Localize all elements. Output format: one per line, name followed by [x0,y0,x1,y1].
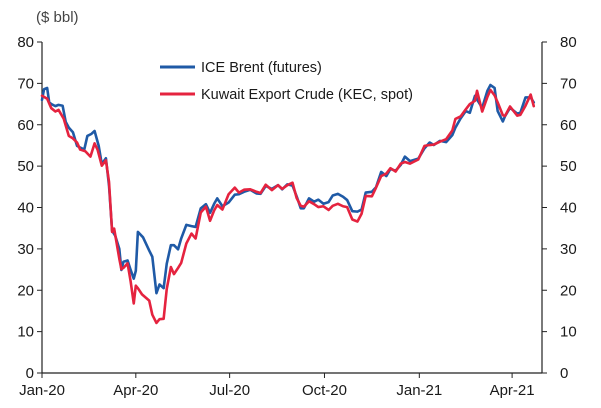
left-y-tick-label: 20 [17,282,34,299]
right-y-tick-label: 10 [560,324,577,341]
right-y-tick-label: 30 [560,241,577,258]
left-y-tick-label: 0 [26,365,34,382]
x-axis: Jan-20 Apr-20 Jul-20 Oct-20 Jan-21 Apr-21 [19,372,542,399]
legend-label: Kuwait Export Crude (KEC, spot) [201,87,413,103]
left-y-tick-label: 30 [17,241,34,258]
left-y-tick-label: 10 [17,324,34,341]
y-axis-unit-label: ($ bbl) [36,9,79,26]
chart-legend: ICE Brent (futures) Kuwait Export Crude (… [160,60,413,103]
right-y-axis: 0 10 20 30 40 50 60 70 80 [541,34,577,382]
x-tick-label: Apr-20 [113,382,158,399]
legend-label: ICE Brent (futures) [201,60,322,76]
right-y-tick-label: 80 [560,34,577,51]
right-y-tick-label: 70 [560,75,577,92]
right-y-tick-label: 0 [560,365,568,382]
left-y-tick-label: 50 [17,158,34,175]
left-y-axis: 0 10 20 30 40 50 60 70 80 [17,34,43,382]
left-y-tick-label: 70 [17,75,34,92]
left-y-tick-label: 60 [17,117,34,134]
x-tick-label: Oct-20 [302,382,347,399]
x-tick-label: Jul-20 [209,382,250,399]
x-tick-label: Jan-20 [19,382,65,399]
series-line-kuwait-export-crude [40,88,536,325]
right-y-tick-label: 60 [560,117,577,134]
x-tick-label: Jan-21 [396,382,442,399]
series-layer [40,83,536,325]
left-y-tick-label: 40 [17,200,34,217]
right-y-tick-label: 20 [560,282,577,299]
right-y-tick-label: 50 [560,158,577,175]
right-y-tick-label: 40 [560,200,577,217]
left-y-tick-label: 80 [17,34,34,51]
x-tick-label: Apr-21 [490,382,535,399]
